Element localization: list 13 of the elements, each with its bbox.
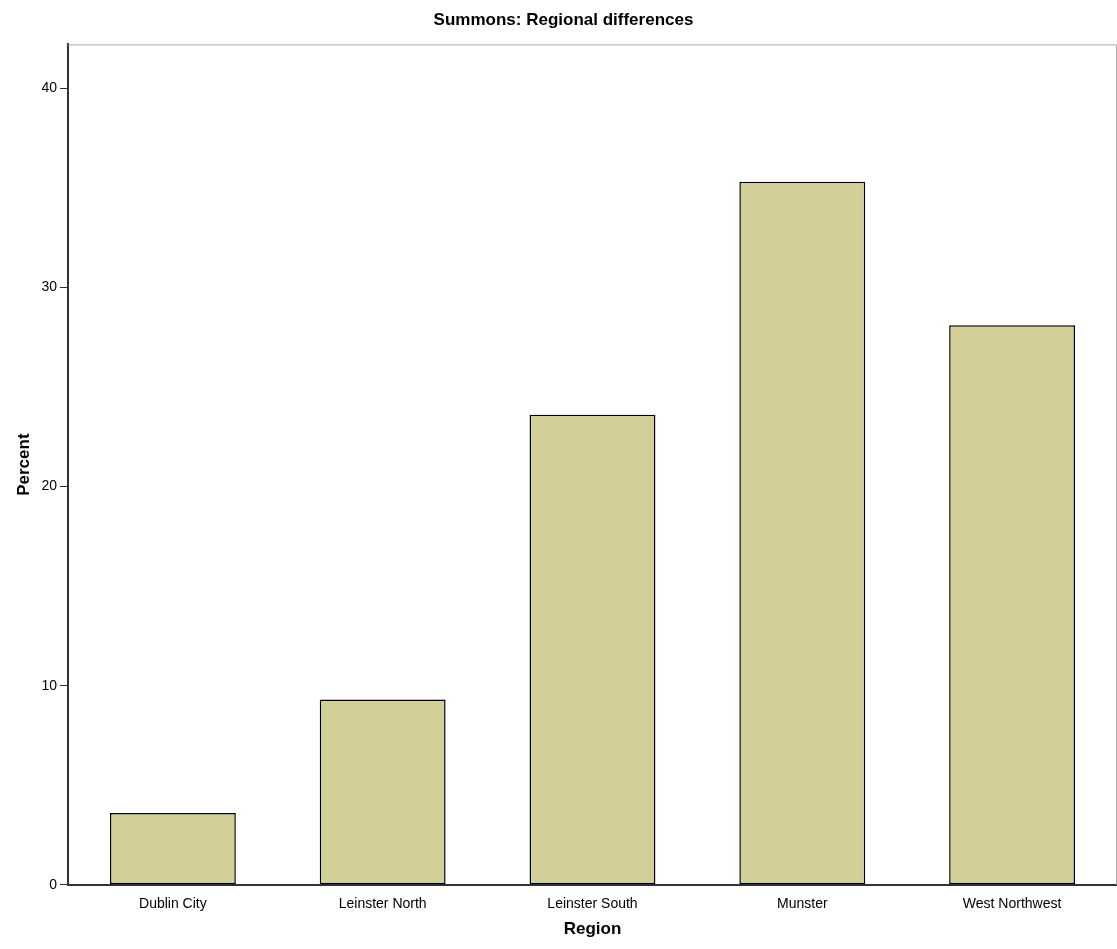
y-tick-label: 40 [41, 79, 58, 96]
y-tick-label: 20 [41, 477, 58, 494]
x-axis-title: Region [563, 919, 622, 939]
x-tick-label: West Northwest [962, 895, 1062, 912]
y-tick-label: 0 [49, 875, 58, 892]
x-tick-label: Leinster North [338, 895, 427, 912]
chart-title: Summons: Regional differences [433, 9, 694, 29]
y-tick-label: 30 [41, 278, 58, 295]
x-tick-label: Dublin City [139, 895, 207, 912]
y-tick-label: 10 [41, 676, 58, 693]
x-tick-label: Munster [777, 895, 828, 912]
y-axis-title: Percent [13, 433, 33, 496]
x-tick-label: Leinster South [547, 895, 638, 912]
